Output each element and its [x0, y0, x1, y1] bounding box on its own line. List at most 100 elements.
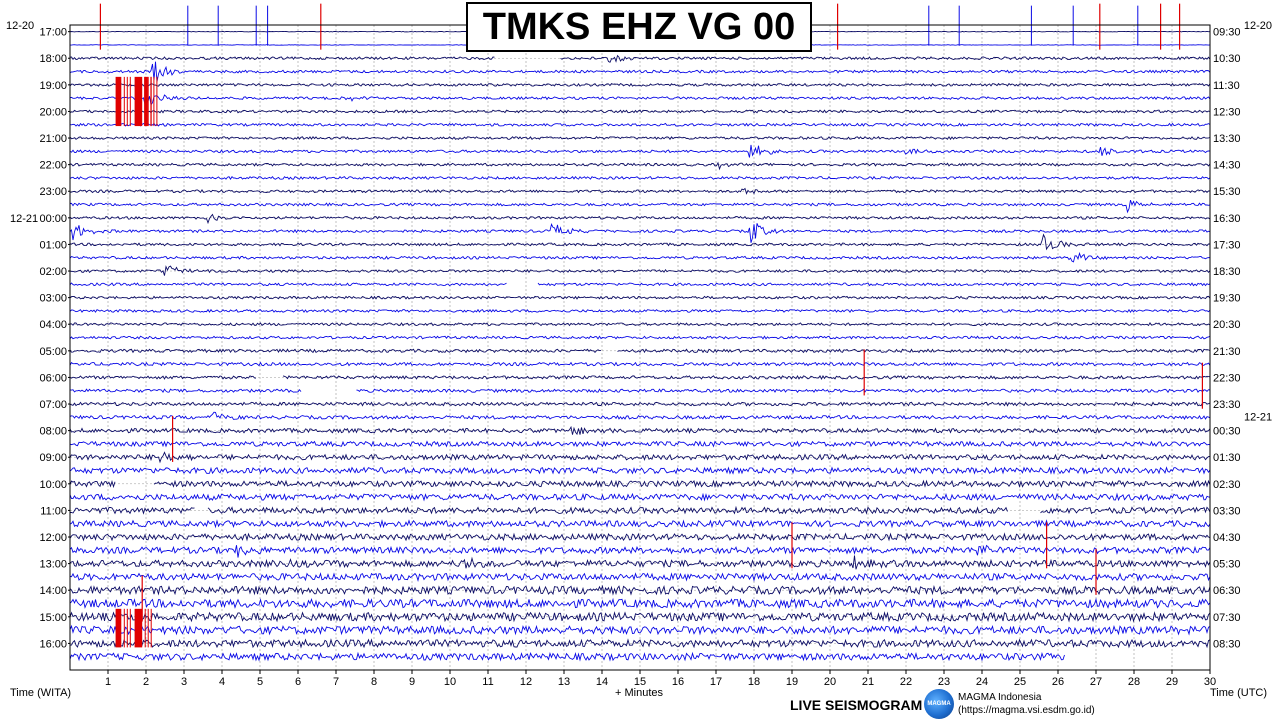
right-axis-title: Time (UTC): [1210, 687, 1268, 699]
x-tick-label: 8: [371, 676, 377, 688]
trace-row: [69, 411, 1211, 421]
right-time-label: 21:30: [1213, 346, 1241, 358]
right-time-label: 03:30: [1213, 505, 1241, 517]
right-time-label: 23:30: [1213, 399, 1241, 411]
left-time-label: 04:00: [39, 319, 67, 331]
trace-row: [69, 388, 1211, 394]
trace-row: [69, 348, 1211, 354]
right-time-label: 02:30: [1213, 479, 1241, 491]
org-url[interactable]: (https://magma.vsi.esdm.go.id): [958, 705, 1095, 716]
left-date-change: 12-21: [10, 213, 38, 225]
x-tick-label: 30: [1204, 676, 1216, 688]
x-tick-label: 5: [257, 676, 263, 688]
live-seismogram-label: LIVE SEISMOGRAM: [790, 697, 923, 713]
org-name: MAGMA Indonesia: [958, 692, 1042, 703]
right-time-label: 22:30: [1213, 372, 1241, 384]
x-tick-label: 11: [482, 676, 493, 688]
left-time-label: 02:00: [39, 266, 67, 278]
x-tick-label: 14: [596, 676, 608, 688]
x-tick-label: 12: [520, 676, 532, 688]
trace-row: [69, 532, 1211, 542]
right-time-label: 17:30: [1213, 239, 1241, 251]
trace-row: [69, 451, 1211, 464]
right-time-label: 14:30: [1213, 160, 1241, 172]
left-time-label: 06:00: [39, 372, 67, 384]
right-time-label: 15:30: [1213, 186, 1241, 198]
left-time-label: 22:00: [39, 160, 67, 172]
trace-row: [69, 572, 1211, 582]
trace-row: [69, 161, 1211, 171]
trace-row: [69, 322, 1211, 327]
left-time-label: 03:00: [39, 293, 67, 305]
left-time-label: 23:00: [39, 186, 67, 198]
trace-row: [69, 555, 1211, 570]
left-time-label: 19:00: [39, 80, 67, 92]
x-tick-label: 18: [748, 676, 760, 688]
left-time-label: 10:00: [39, 479, 67, 491]
trace-row: [70, 187, 1211, 195]
clipping-block: [134, 608, 143, 648]
right-time-label: 07:30: [1213, 612, 1241, 624]
trace-layer: [69, 30, 1211, 662]
trace-row: [69, 624, 1211, 636]
trace-row: [69, 222, 1211, 243]
right-time-label: 20:30: [1213, 319, 1241, 331]
x-tick-label: 28: [1128, 676, 1140, 688]
left-time-label: 09:00: [39, 452, 67, 464]
left-time-label: 13:00: [39, 559, 67, 571]
x-tick-label: 24: [976, 676, 988, 688]
left-time-label: 15:00: [39, 612, 67, 624]
trace-row: [69, 109, 1211, 114]
left-axis-labels: 17:00 18:00 19:00 20:00 21:00 22:00 23:00 00:00…: [10, 27, 70, 650]
right-time-label: 11:30: [1213, 80, 1240, 92]
left-date-top: 12-20: [6, 20, 35, 32]
trace-row: [70, 638, 1211, 649]
right-date-change: 12-21: [1244, 412, 1272, 424]
x-tick-label: 23: [938, 676, 950, 688]
x-tick-label: 20: [824, 676, 836, 688]
trace-row: [69, 175, 1211, 180]
spike-layer: [99, 3, 1204, 648]
right-date-top: 12-20: [1243, 20, 1272, 32]
x-tick-label: 19: [786, 676, 798, 688]
left-time-label: 08:00: [39, 426, 67, 438]
left-time-label: 14:00: [39, 585, 67, 597]
trace-row: [69, 651, 1065, 662]
x-tick-label: 16: [672, 676, 684, 688]
x-axis-title: + Minutes: [615, 687, 663, 699]
right-time-label: 10:30: [1213, 53, 1241, 65]
left-time-label: 18:00: [39, 53, 67, 65]
right-time-label: 09:30: [1213, 27, 1241, 39]
trace-row: [69, 213, 1211, 225]
trace-row: [70, 505, 1211, 515]
trace-row: [69, 466, 1211, 475]
clipping-block: [144, 76, 148, 127]
left-time-label: 20:00: [39, 106, 67, 118]
right-time-label: 06:30: [1213, 585, 1241, 597]
x-tick-label: 26: [1052, 676, 1064, 688]
trace-row: [69, 361, 1211, 367]
x-tick-label: 1: [105, 676, 111, 688]
right-time-label: 04:30: [1213, 532, 1241, 544]
trace-row: [69, 94, 1211, 106]
trace-row: [69, 584, 1211, 596]
x-tick-label: 27: [1090, 676, 1102, 688]
left-time-label: 16:00: [39, 638, 67, 650]
x-tick-label: 25: [1014, 676, 1026, 688]
x-tick-label: 15: [634, 676, 646, 688]
trace-row: [69, 251, 1211, 263]
left-time-label: 05:00: [39, 346, 67, 358]
trace-row: [69, 374, 1211, 381]
right-time-label: 01:30: [1213, 452, 1241, 464]
trace-row: [69, 144, 1211, 158]
trace-row: [69, 335, 1211, 340]
trace-row: [69, 295, 1211, 300]
trace-row: [69, 519, 1211, 529]
trace-row: [69, 544, 1211, 558]
trace-row: [69, 61, 1211, 82]
trace-row: [69, 425, 1211, 436]
clipping-block: [115, 608, 122, 648]
trace-row: [69, 611, 1211, 623]
plot-grid: [69, 25, 1211, 670]
